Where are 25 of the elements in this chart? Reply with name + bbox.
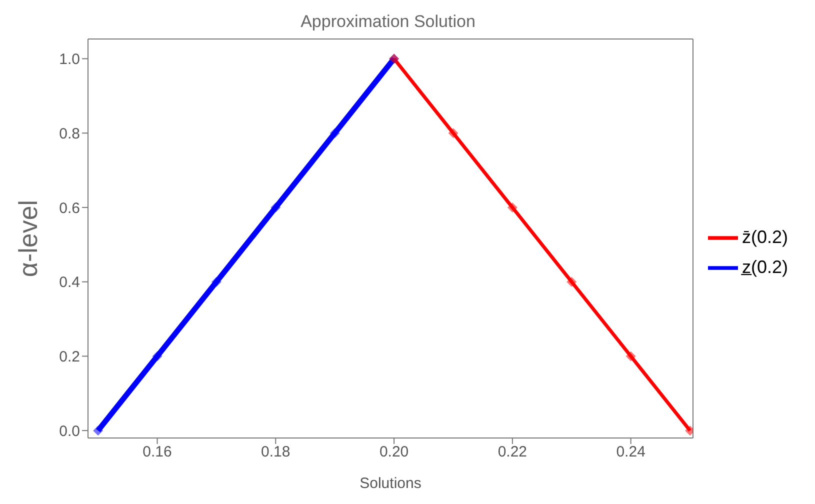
y-tick-label: 0.8 [59, 125, 80, 142]
point [507, 202, 518, 212]
y-tick-label: 0.0 [59, 422, 80, 440]
x-tick-label: 0.22 [498, 444, 528, 461]
x-axis-title: Solutions [360, 475, 422, 492]
point [152, 351, 162, 362]
x-tick-label: 0.24 [616, 444, 646, 461]
y-tick-label: 0.2 [59, 348, 80, 366]
legend-label: z̲(0.2) [742, 256, 788, 277]
point [330, 128, 340, 138]
point [448, 128, 458, 138]
chart-title: Approximation Solution [300, 12, 476, 32]
x-tick-label: 0.18 [261, 444, 290, 461]
point [270, 202, 281, 212]
y-axis-title: α-level [13, 200, 44, 278]
point [566, 276, 577, 287]
y-tick-label: 0.6 [59, 200, 80, 217]
point [211, 276, 222, 287]
y-tick-label: 0.4 [59, 274, 80, 292]
x-tick-label: 0.20 [379, 444, 409, 461]
point [93, 426, 104, 436]
x-tick-label: 0.16 [142, 444, 172, 461]
point [626, 351, 636, 362]
y-tick-label: 1.0 [59, 51, 80, 68]
legend-label: z̄(0.2) [742, 226, 788, 247]
